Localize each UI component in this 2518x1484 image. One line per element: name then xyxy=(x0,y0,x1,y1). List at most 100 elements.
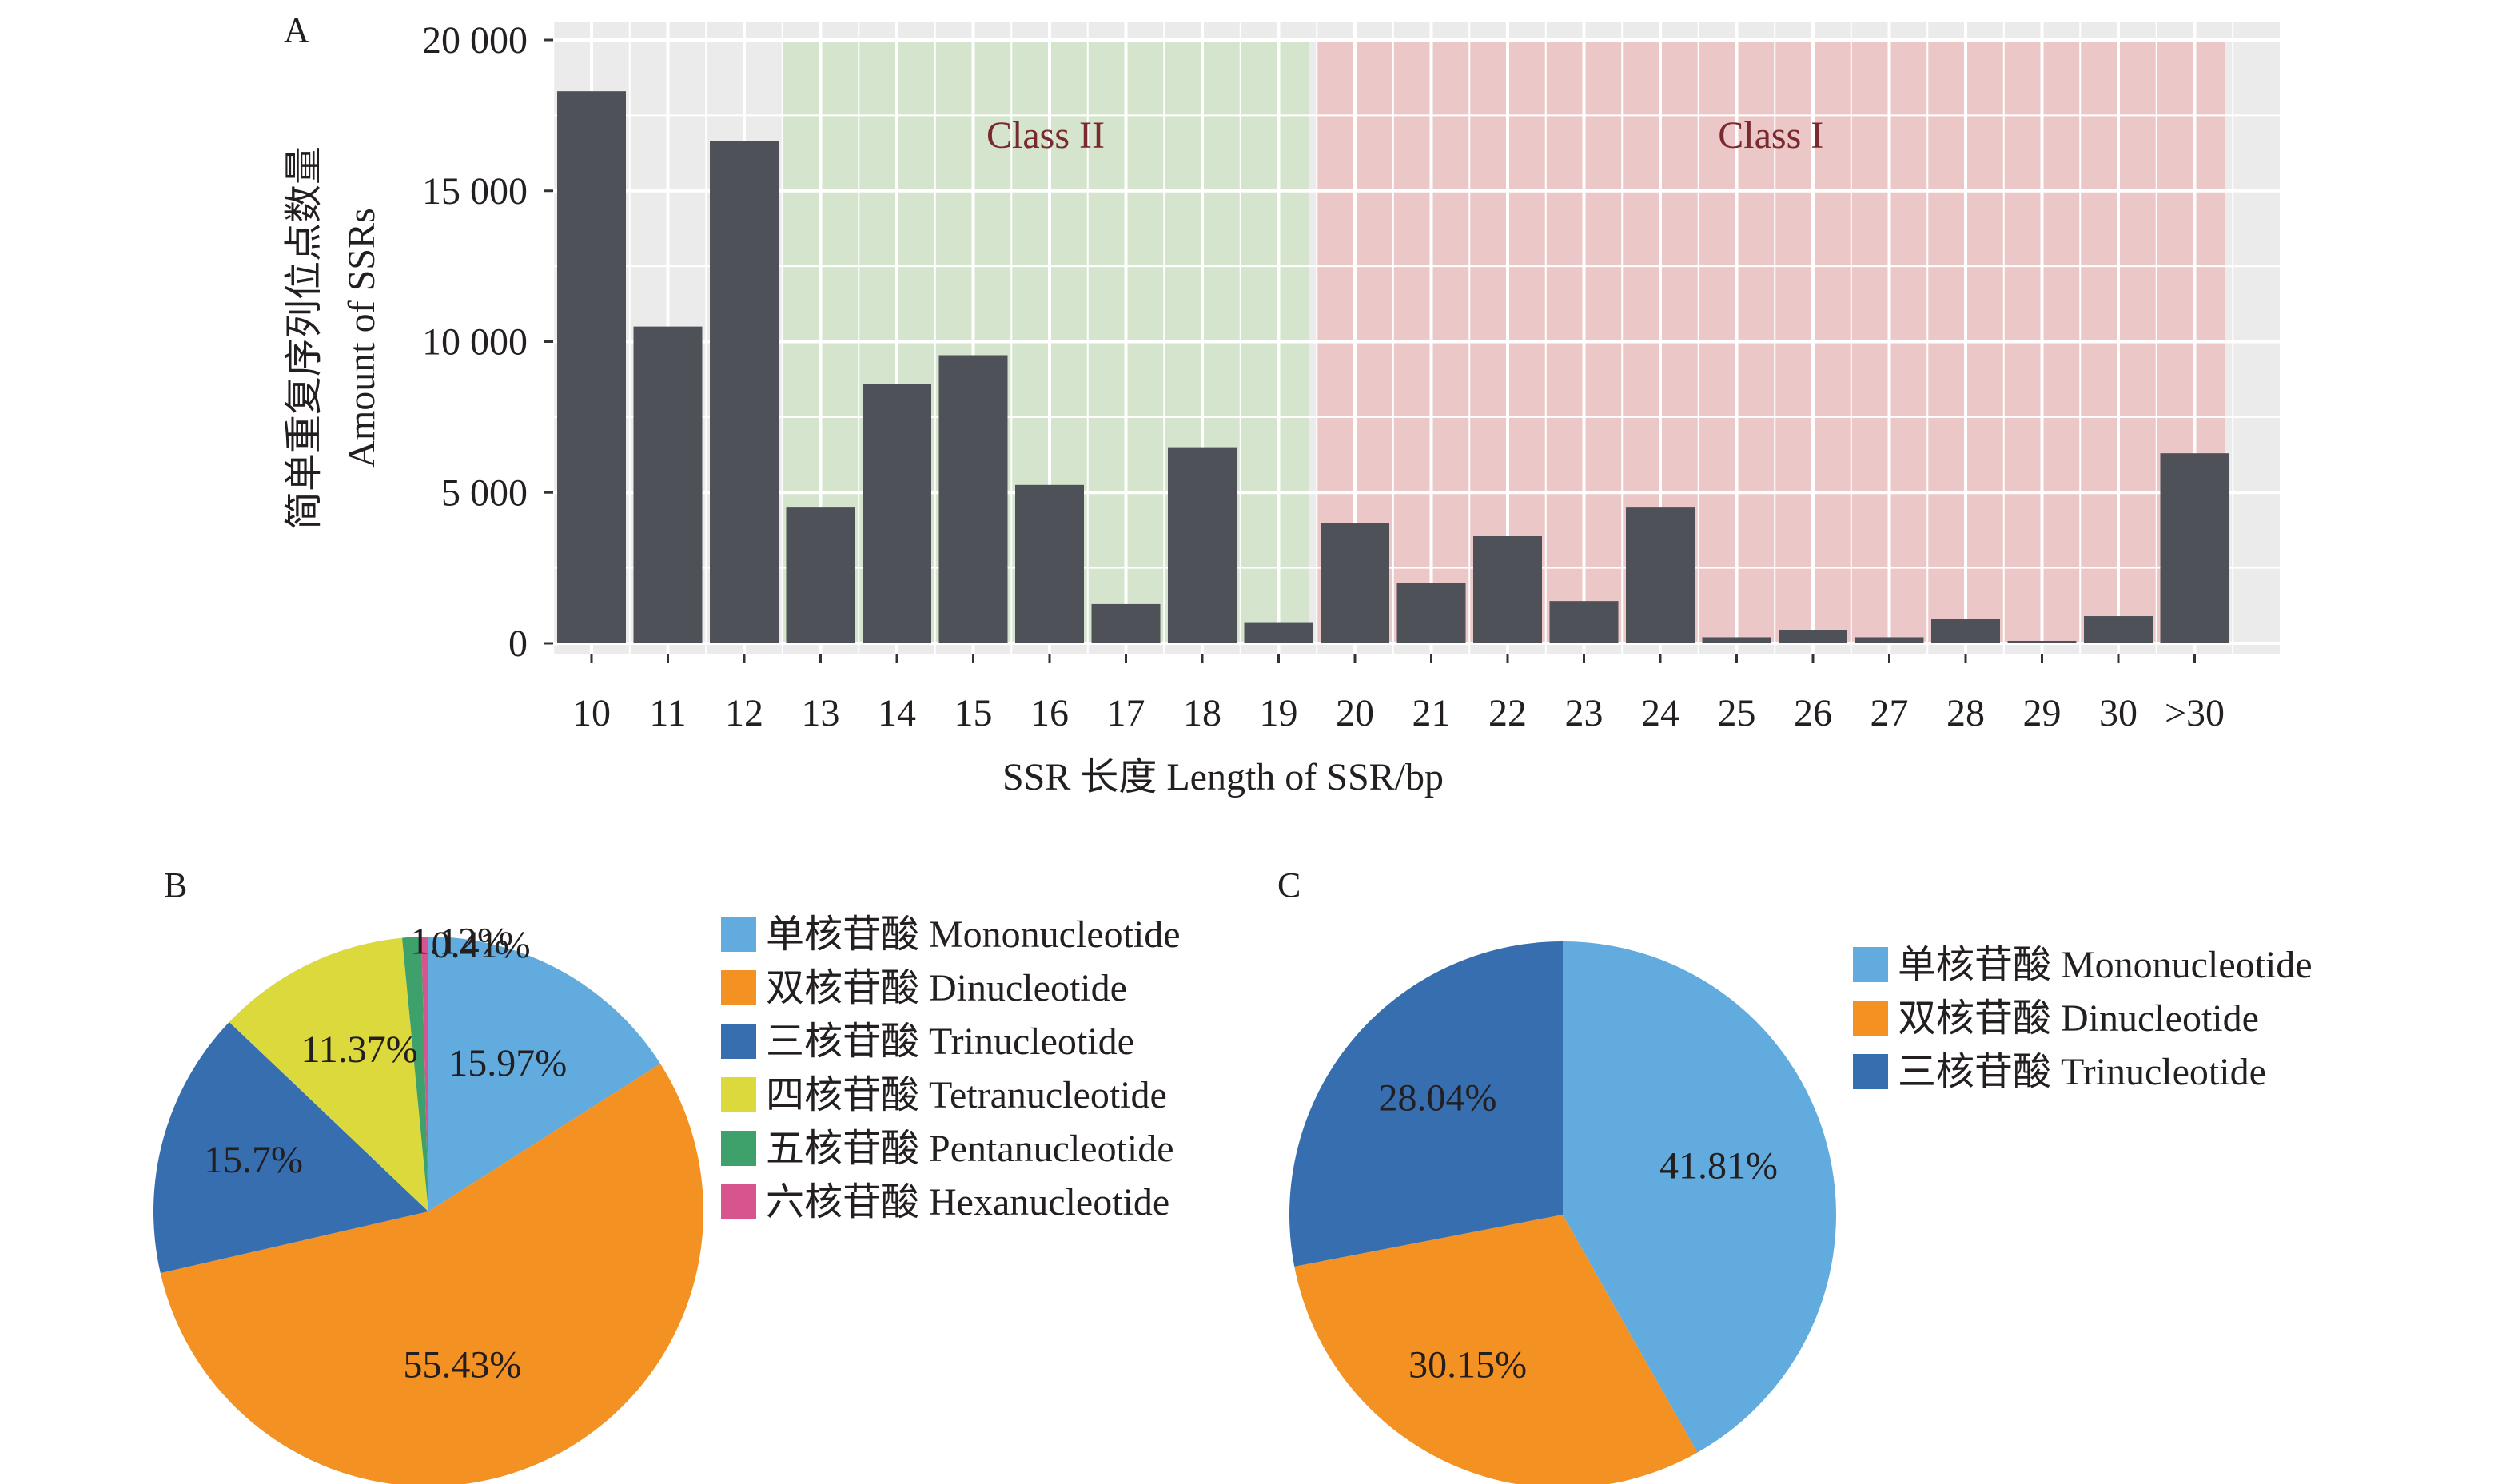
pie-slice-label: 15.7% xyxy=(204,1139,303,1181)
x-tick-label: 11 xyxy=(649,692,686,734)
axis-ticks xyxy=(544,38,2196,663)
pie-slice-label: 28.04% xyxy=(1379,1077,1497,1120)
bar-16 xyxy=(1015,484,1084,643)
legend-item-label: 五核苷酸 Pentanucleotide xyxy=(766,1128,1174,1170)
bar-24 xyxy=(1626,507,1695,643)
bar-22 xyxy=(1473,535,1542,643)
bar-20 xyxy=(1321,523,1389,643)
legend-swatch xyxy=(721,1184,756,1219)
pie-slice xyxy=(1563,941,1836,1453)
legend: 单核苷酸 Mononucleotide 双核苷酸 Dinucleotide 三核苷酸… xyxy=(1853,944,2313,1093)
bar-21 xyxy=(1396,583,1466,643)
legend-item-label: 六核苷酸 Hexanucleotide xyxy=(766,1181,1169,1223)
legend-swatch xyxy=(721,1024,756,1059)
pie-slice-label: 0.41% xyxy=(432,924,531,966)
x-tick-labels: 10 11 12 13 14 15 16 17 18 19 20 21 22 23 24 25 26 27 28 29… xyxy=(572,692,2225,734)
bar-15 xyxy=(938,355,1008,643)
x-tick-label: 27 xyxy=(1871,692,1909,734)
legend-swatch xyxy=(1853,1054,1888,1089)
legend-item-label: 三核苷酸 Trinucleotide xyxy=(766,1020,1134,1063)
legend-item-label: 三核苷酸 Trinucleotide xyxy=(1898,1051,2266,1093)
y-axis-label-chinese: 简单重复序列位点数量 xyxy=(283,146,325,530)
x-tick-label: 15 xyxy=(954,692,993,734)
pie-chart-panel-b: B 15.97% 55.43% 15.7% 11.37% 1.12%0.41% 单核苷酸… xyxy=(153,865,1181,1484)
bar-19 xyxy=(1244,622,1313,643)
x-tick-label: 30 xyxy=(2099,692,2138,734)
x-axis-label: SSR 长度 Length of SSR/bp xyxy=(1002,756,1444,798)
legend: 单核苷酸 Mononucleotide 双核苷酸 Dinucleotide 三核苷酸… xyxy=(721,913,1181,1223)
pie-slice-label: 11.37% xyxy=(301,1028,417,1071)
panel-label-c: C xyxy=(1277,865,1301,905)
legend-swatch xyxy=(721,1077,756,1112)
x-tick-label: 17 xyxy=(1107,692,1145,734)
pie-slice xyxy=(160,1064,703,1484)
bar->30 xyxy=(2160,453,2229,643)
x-tick-label: 26 xyxy=(1794,692,1832,734)
bar-26 xyxy=(1779,630,1847,643)
legend-item-label: 四核苷酸 Tetranucleotide xyxy=(766,1074,1167,1116)
legend-item-label: 双核苷酸 Dinucleotide xyxy=(1898,997,2259,1040)
pie-slice xyxy=(153,1021,428,1274)
x-tick-label: 16 xyxy=(1030,692,1069,734)
x-tick-label: 10 xyxy=(572,692,611,734)
bar-11 xyxy=(633,326,703,643)
x-tick-label: 24 xyxy=(1641,692,1679,734)
y-tick-label: 20 000 xyxy=(422,19,528,62)
y-tick-labels: 0 5 000 10 000 15 000 20 000 xyxy=(422,19,528,665)
pie-slice xyxy=(421,937,428,1211)
x-tick-label: 14 xyxy=(878,692,916,734)
panel-label-a: A xyxy=(284,10,309,50)
x-tick-label: 23 xyxy=(1565,692,1604,734)
x-tick-label: 25 xyxy=(1718,692,1756,734)
bar-10 xyxy=(557,91,626,644)
x-tick-label: 21 xyxy=(1412,692,1451,734)
legend-swatch xyxy=(1853,947,1888,982)
bars xyxy=(557,91,2229,644)
x-tick-label: 20 xyxy=(1336,692,1374,734)
legend-item-label: 双核苷酸 Dinucleotide xyxy=(766,967,1127,1009)
legend-swatch xyxy=(721,1131,756,1166)
pie-slice-label: 15.97% xyxy=(448,1042,567,1084)
bar-13 xyxy=(786,507,855,643)
bar-30 xyxy=(2084,616,2153,643)
y-tick-label: 5 000 xyxy=(441,471,528,514)
bar-25 xyxy=(1702,637,1771,643)
bar-12 xyxy=(710,141,779,643)
x-tick-label: 12 xyxy=(725,692,763,734)
bar-27 xyxy=(1855,637,1924,643)
bar-29 xyxy=(2007,640,2077,643)
class-region-label-2: Class I xyxy=(1718,114,1823,157)
x-tick-label: 28 xyxy=(1946,692,1985,734)
x-tick-label: 13 xyxy=(802,692,840,734)
class-labels: Class II Class I xyxy=(986,114,1823,157)
pie-slice-label: 41.81% xyxy=(1659,1144,1778,1187)
legend-item-label: 单核苷酸 Mononucleotide xyxy=(1898,944,2313,986)
pie-slice xyxy=(401,937,428,1211)
y-tick-label: 0 xyxy=(508,623,528,665)
pie-slice-label: 1.12% xyxy=(410,921,509,963)
bar-17 xyxy=(1091,603,1161,643)
x-tick-label: 19 xyxy=(1260,692,1298,734)
panel-label-b: B xyxy=(164,865,187,905)
x-tick-label: 22 xyxy=(1488,692,1527,734)
bar-28 xyxy=(1931,619,2000,643)
legend-swatch xyxy=(721,917,756,952)
pie-slice-label: 55.43% xyxy=(403,1344,521,1387)
y-tick-label: 15 000 xyxy=(422,170,528,213)
pie-chart-panel-c: C 41.81% 30.15% 28.04% 单核苷酸 Mononucleotide… xyxy=(1277,865,2313,1484)
pie-slices xyxy=(153,937,703,1484)
pie-slice xyxy=(428,937,661,1211)
legend-swatch xyxy=(721,970,756,1005)
x-tick-label: >30 xyxy=(2165,692,2225,734)
bar-14 xyxy=(863,384,931,643)
bar-18 xyxy=(1168,447,1237,643)
x-tick-label: 18 xyxy=(1183,692,1221,734)
x-tick-label: 29 xyxy=(2023,692,2062,734)
pie-slice-label: 30.15% xyxy=(1408,1344,1527,1387)
y-axis-label: Amount of SSRs xyxy=(341,208,383,467)
bar-23 xyxy=(1549,601,1619,643)
pie-slice xyxy=(1294,1215,1698,1484)
y-tick-label: 10 000 xyxy=(422,321,528,364)
pie-slice-labels: 41.81% 30.15% 28.04% xyxy=(1379,1077,1778,1387)
